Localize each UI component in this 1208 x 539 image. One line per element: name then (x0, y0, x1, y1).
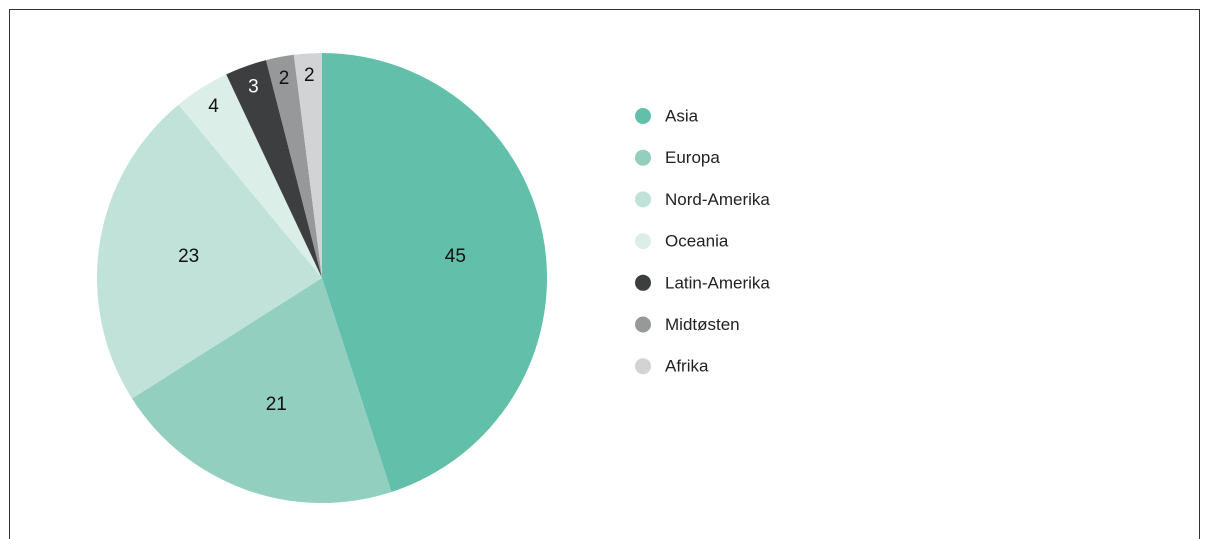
legend-marker (635, 149, 651, 166)
legend-marker (635, 108, 651, 124)
pie-slice (178, 74, 322, 278)
legend-marker (635, 316, 651, 333)
data-label: 2 (279, 68, 290, 89)
pie-slice (266, 54, 322, 278)
data-label: 21 (266, 394, 287, 415)
pie-slice (322, 53, 548, 492)
data-label: 2 (304, 65, 315, 86)
legend-marker (635, 233, 651, 250)
legend-marker (635, 274, 651, 291)
data-label: 3 (248, 76, 259, 97)
data-label: 4 (208, 96, 219, 117)
data-label: 45 (445, 246, 466, 267)
pie-slice (226, 60, 322, 279)
legend-marker (635, 191, 651, 208)
legend-label: Nord-Amerika (665, 190, 770, 209)
legend-label: Europa (665, 148, 720, 167)
legend-label: Asia (665, 106, 699, 125)
pie-slice (132, 278, 392, 503)
legend-label: Midtøsten (665, 315, 740, 334)
legend-marker (635, 358, 651, 375)
data-label: 23 (178, 246, 199, 267)
pie-slice (293, 53, 322, 278)
legend-label: Afrika (665, 357, 709, 376)
pie-slice (96, 104, 322, 399)
frame (9, 9, 1200, 539)
legend-label: Oceania (665, 232, 729, 251)
legend-label: Latin-Amerika (665, 273, 770, 292)
